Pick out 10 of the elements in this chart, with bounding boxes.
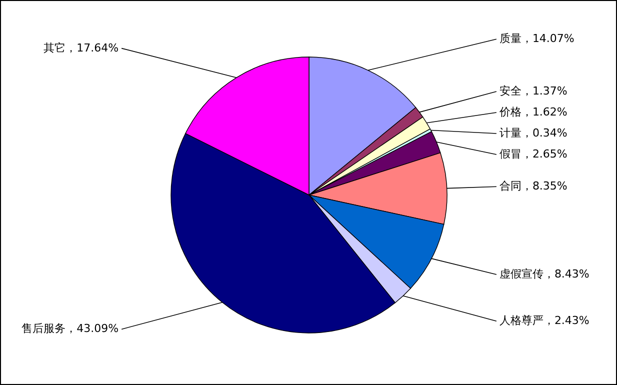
slice-label: 人格尊严，2.43% <box>499 314 590 328</box>
slice-label: 价格，1.62% <box>498 105 568 118</box>
slice-label: 安全，1.37% <box>499 84 568 98</box>
slice-label: 质量，14.07% <box>499 32 574 46</box>
slice-label: 假冒，2.65% <box>499 147 568 160</box>
slice-label: 售后服务，43.09% <box>22 322 119 336</box>
slice-label: 其它，17.64% <box>44 41 119 54</box>
slice-label: 虚假宣传，8.43% <box>499 267 590 280</box>
slice-label: 合同，8.35% <box>499 180 568 193</box>
slice-label: 计量，0.34% <box>499 126 568 140</box>
